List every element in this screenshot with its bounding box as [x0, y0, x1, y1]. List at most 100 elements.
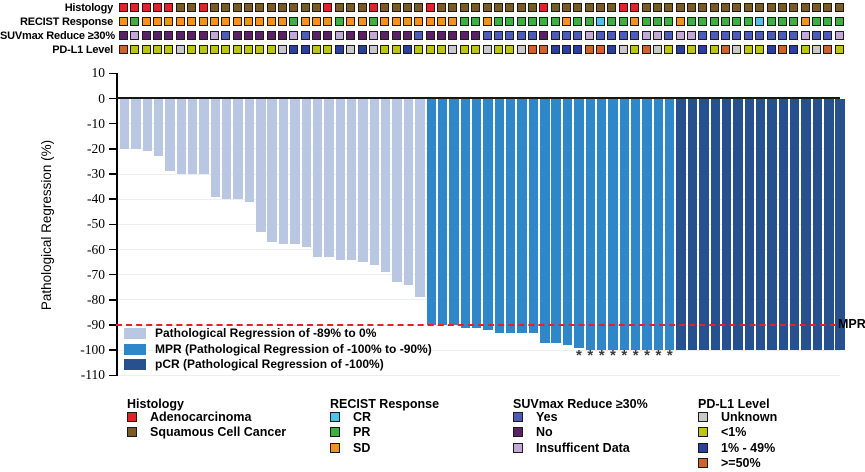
annotation-cell: [323, 17, 333, 26]
annotation-cell: [232, 3, 242, 12]
legend-item-label: No: [536, 425, 553, 440]
mpr-threshold-label: MPR: [838, 317, 865, 331]
bar: [471, 98, 482, 328]
annotation-cell: [482, 17, 492, 26]
annotation-cell: [584, 45, 594, 54]
annotation-cell: [243, 45, 253, 54]
annotation-cell: [823, 3, 833, 12]
annotation-cell: [232, 31, 242, 40]
annotation-cell: [141, 3, 151, 12]
asterisk: *: [666, 347, 673, 364]
legend-item-label: >=50%: [721, 455, 761, 470]
y-tick-mark: [109, 349, 116, 351]
annotation-cell: [187, 3, 197, 12]
legend-item-label: CR: [353, 410, 372, 424]
annotation-cell: [425, 45, 435, 54]
y-tick-label: -20: [87, 140, 105, 156]
annotation-cell: [300, 45, 310, 54]
annotation-cell: [346, 31, 356, 40]
annotation-cell: [755, 17, 765, 26]
annotation-cell: [346, 45, 356, 54]
annotation-cell: [380, 17, 390, 26]
annotation-cell: [698, 17, 708, 26]
legend-item-label: Adenocarcinoma: [150, 410, 252, 424]
bar: [540, 98, 550, 343]
annotation-cell: [187, 45, 197, 54]
y-tick-label: -100: [80, 342, 105, 358]
y-tick-mark: [109, 173, 116, 175]
bar: [415, 98, 425, 298]
annotation-cell: [198, 45, 208, 54]
mpr-threshold-line: [116, 323, 836, 326]
annotation-cell: [743, 3, 753, 12]
asterisk: *: [644, 347, 650, 364]
annotation-cell: [777, 45, 787, 54]
annotation-cell: [664, 3, 674, 12]
annotation-cell: [153, 45, 163, 54]
annotation-cell: [789, 31, 799, 40]
annotation-cell: [664, 45, 674, 54]
y-tick-mark: [109, 374, 116, 377]
y-tick-mark: [109, 273, 116, 276]
y-tick-mark: [109, 324, 116, 326]
bar: [210, 98, 221, 197]
annotation-cell: [641, 31, 651, 40]
bar: [653, 98, 664, 351]
annotation-cell: [448, 3, 458, 12]
legend-item-label: PR: [353, 425, 371, 440]
annotation-cell: [709, 3, 719, 12]
annotation-cell: [664, 17, 674, 26]
annotation-cell: [278, 31, 288, 40]
annotation-cell: [698, 3, 708, 12]
bar: [324, 98, 334, 258]
annotation-cell: [437, 45, 447, 54]
annotation-cell: [721, 3, 731, 12]
legend-label-mpr: MPR (Pathological Regression of -100% to…: [155, 341, 432, 356]
legend-item-swatch: [127, 412, 137, 422]
annotation-cell: [289, 3, 299, 12]
annotation-cell: [834, 3, 844, 12]
annotation-cell: [698, 31, 708, 40]
legend-item-swatch: [513, 412, 523, 422]
y-tick-label: -90: [87, 317, 105, 332]
annotation-cell: [607, 3, 617, 12]
bar: [596, 98, 607, 351]
annotation-cell: [403, 45, 412, 54]
annotation-cell: [368, 3, 378, 12]
annotation-cell: [300, 17, 310, 26]
bar: [437, 98, 448, 325]
annotation-cell: [641, 3, 651, 12]
recist-track: [119, 17, 849, 29]
legend-group-title: PD-L1 Level: [698, 397, 770, 411]
annotation-cell: [766, 31, 776, 40]
annotation-cell: [278, 17, 288, 26]
annotation-cell: [641, 17, 651, 26]
annotation-cell: [527, 45, 537, 54]
bar: [551, 98, 561, 343]
annotation-cell: [255, 31, 265, 40]
annotation-cell: [368, 45, 378, 54]
y-tick-mark: [109, 299, 116, 301]
bar: [312, 98, 323, 258]
annotation-cell: [266, 31, 276, 40]
annotation-cell: [527, 31, 537, 40]
annotation-cell: [357, 45, 367, 54]
annotation-cell: [164, 45, 174, 54]
bar: [426, 98, 436, 325]
annotation-cell: [414, 17, 424, 26]
track-label-pdl1: PD-L1 Level: [52, 44, 113, 56]
annotation-cell: [709, 45, 719, 54]
bar: [347, 98, 357, 260]
bar: [403, 98, 414, 285]
annotation-cell: [596, 17, 606, 26]
zero-baseline: [116, 96, 840, 99]
bar: [494, 98, 505, 333]
annotation-cell: [562, 31, 572, 40]
annotation-cell: [289, 31, 299, 40]
annotation-cell: [459, 3, 469, 12]
annotation-cell: [721, 45, 731, 54]
annotation-cell: [652, 3, 662, 12]
y-tick-mark: [109, 72, 116, 75]
track-label-recist: RECIST Response: [20, 16, 113, 28]
